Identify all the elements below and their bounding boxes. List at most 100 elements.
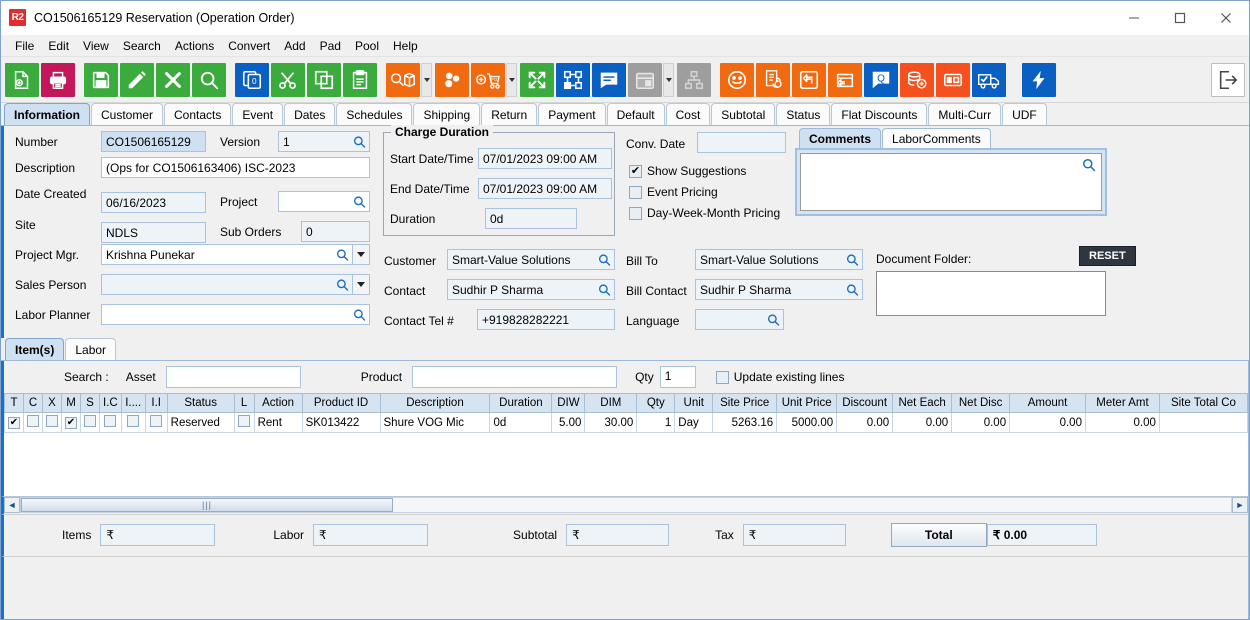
invoice-icon[interactable] [756,62,790,97]
paste-icon[interactable] [343,62,377,97]
l-checkbox[interactable] [238,415,251,427]
sales-person-field[interactable] [101,274,353,295]
col-meter-amt[interactable]: Meter Amt [1084,393,1160,413]
tab-dates[interactable]: Dates [284,103,336,125]
col-net-disc[interactable]: Net Disc [951,393,1011,413]
items-total-field[interactable]: ₹ [100,524,216,546]
search-product-dropdown-arrow-icon[interactable] [421,62,432,97]
col-c[interactable]: C [23,393,43,413]
tax-field[interactable]: ₹ [742,524,846,546]
menu-pool[interactable]: Pool [354,38,379,53]
edit-pencil-icon[interactable] [120,62,154,97]
items-grid[interactable]: T C X M S I.C I.... I.I Status L Action … [1,393,1249,496]
comments-textarea[interactable] [800,153,1102,211]
qty-input[interactable]: 1 [659,366,696,388]
add-purchase-order-dropdown-arrow-icon[interactable] [506,62,517,97]
table-row[interactable]: ✔ ✔ Reserved Rent SK013422 Shure VOG Mic… [4,412,1248,433]
col-duration[interactable]: Duration [489,393,553,413]
comment-icon[interactable] [592,62,626,97]
col-i[interactable]: I.... [120,393,146,413]
add-purchase-order-icon[interactable]: PO [471,62,505,97]
duplicate-icon[interactable]: 0 [235,62,269,97]
col-site-price[interactable]: Site Price [712,393,778,413]
save-icon[interactable] [84,62,118,97]
find-icon[interactable] [192,62,226,97]
document-folder-field[interactable] [876,271,1106,316]
update-existing-lines-checkbox[interactable] [715,370,729,384]
sales-person-dropdown-arrow-icon[interactable] [353,274,370,295]
print-icon[interactable] [41,62,75,97]
tab-schedules[interactable]: Schedules [336,103,413,125]
labor-planner-search-icon[interactable] [353,308,366,321]
grid-horizontal-scrollbar[interactable]: ◄ ||| ► [1,495,1249,514]
pack-return-icon[interactable] [828,62,862,97]
contact-field[interactable]: Sudhir P Sharma [447,279,615,300]
cell-ic[interactable] [99,412,122,433]
col-action[interactable]: Action [253,393,303,413]
add-payment-icon[interactable] [900,62,934,97]
cell-m[interactable]: ✔ [61,412,81,433]
tab-status[interactable]: Status [776,103,831,125]
cell-amount[interactable]: 0.00 [1009,412,1086,433]
col-net-each[interactable]: Net Each [892,393,953,413]
cell-unit-price[interactable]: 5000.00 [776,412,838,433]
x-checkbox[interactable] [46,415,58,427]
col-ii[interactable]: I.I [144,393,168,413]
cell-site-total-cost[interactable] [1158,412,1248,433]
site-field[interactable]: NDLS [101,222,206,243]
cell-net-disc[interactable]: 0.00 [951,412,1011,433]
bill-contact-search-icon[interactable] [846,283,859,296]
cell-t[interactable]: ✔ [4,412,24,433]
tab-cost[interactable]: Cost [665,103,711,125]
version-field[interactable]: 1 [278,131,370,152]
tab-customer[interactable]: Customer [91,103,164,125]
show-suggestions-checkbox[interactable]: ✔ [629,164,642,178]
asset-input[interactable] [165,366,301,388]
cell-s[interactable] [80,412,100,433]
duration-field[interactable]: 0d [485,208,577,229]
tab-items[interactable]: Item(s) [5,338,65,360]
description-field[interactable]: (Ops for CO1506163406) ISC-2023 [101,157,370,178]
cell-discount[interactable]: 0.00 [836,412,894,433]
cut-scissors-icon[interactable] [271,62,305,97]
tab-information[interactable]: Information [4,103,90,125]
col-unit[interactable]: Unit [674,393,714,413]
cell-product-id[interactable]: SK013422 [301,412,381,433]
sales-person-search-icon[interactable] [336,278,349,291]
hierarchy-icon[interactable] [677,62,711,97]
event-pricing-checkbox[interactable] [629,185,642,199]
s-checkbox[interactable] [84,415,96,427]
menu-add[interactable]: Add [284,38,306,53]
customer-field[interactable]: Smart-Value Solutions [447,249,615,270]
ii-checkbox[interactable] [150,415,163,427]
tab-contacts[interactable]: Contacts [164,103,232,125]
delete-x-icon[interactable] [156,62,190,97]
m-checkbox[interactable]: ✔ [65,417,77,429]
col-unit-price[interactable]: Unit Price [776,393,838,413]
cell-c[interactable] [23,412,43,433]
col-s[interactable]: S [80,393,100,413]
labor-planner-field[interactable] [101,304,370,325]
dwm-pricing-row[interactable]: Day-Week-Month Pricing [629,206,780,220]
project-search-icon[interactable] [353,195,366,208]
cell-x[interactable] [42,412,62,433]
product-input[interactable] [412,366,618,388]
calendar-dropdown-arrow-icon[interactable] [663,62,674,97]
cell-qty[interactable]: 1 [636,412,676,433]
project-mgr-search-icon[interactable] [336,248,349,261]
cell-duration[interactable]: 0d [489,412,553,433]
scroll-left-arrow-icon[interactable]: ◄ [4,497,20,513]
col-product-id[interactable]: Product ID [301,393,381,413]
sub-items-icon[interactable] [556,62,590,97]
cell-description[interactable]: Shure VOG Mic [379,412,491,433]
project-mgr-dropdown-arrow-icon[interactable] [353,244,370,265]
bill-to-field[interactable]: Smart-Value Solutions [695,249,863,270]
cash-drawer-icon[interactable] [936,62,970,97]
col-qty[interactable]: Qty [636,393,676,413]
language-search-icon[interactable] [767,313,780,326]
tab-return[interactable]: Return [481,103,538,125]
col-t[interactable]: T [4,393,24,413]
dwm-pricing-checkbox[interactable] [629,206,642,220]
end-datetime-field[interactable]: 07/01/2023 09:00 AM [478,178,612,199]
number-field[interactable]: CO1506165129 [101,131,206,152]
